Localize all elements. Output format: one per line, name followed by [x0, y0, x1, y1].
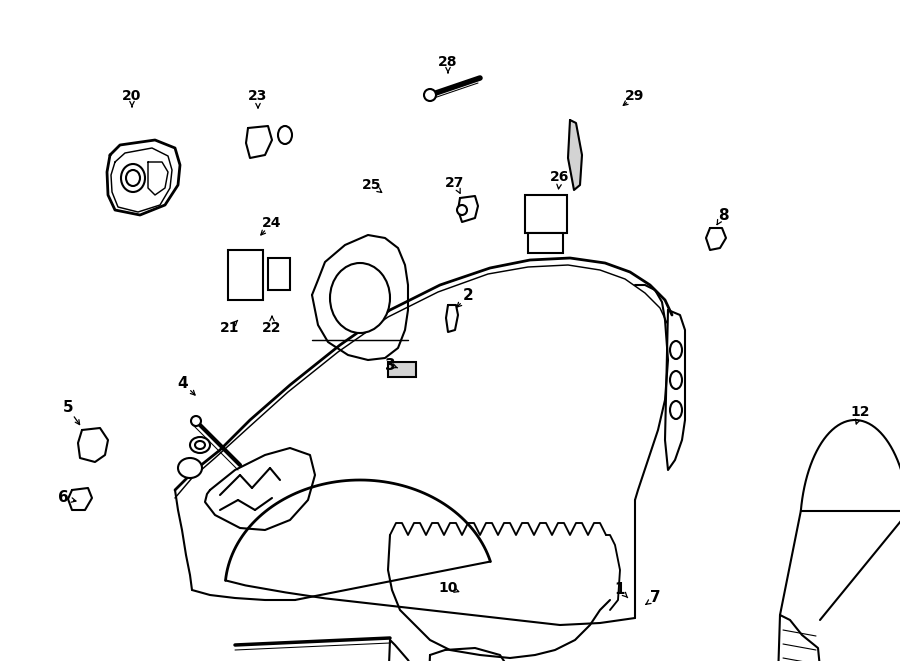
Text: 2: 2	[463, 288, 473, 303]
Text: 3: 3	[384, 358, 395, 373]
Polygon shape	[665, 310, 685, 470]
Ellipse shape	[424, 89, 436, 101]
Polygon shape	[568, 120, 582, 190]
Text: 22: 22	[262, 321, 282, 335]
Ellipse shape	[670, 401, 682, 419]
Text: 27: 27	[446, 176, 464, 190]
FancyBboxPatch shape	[525, 195, 567, 233]
Ellipse shape	[457, 205, 467, 215]
Polygon shape	[446, 305, 458, 332]
Ellipse shape	[195, 441, 205, 449]
Polygon shape	[148, 162, 168, 195]
Text: 5: 5	[63, 401, 73, 416]
Text: 1: 1	[615, 582, 626, 598]
Ellipse shape	[190, 437, 210, 453]
Polygon shape	[778, 615, 820, 661]
Ellipse shape	[178, 458, 202, 478]
Polygon shape	[78, 428, 108, 462]
FancyBboxPatch shape	[268, 258, 290, 290]
Ellipse shape	[191, 416, 201, 426]
Text: 29: 29	[626, 89, 644, 103]
Text: 26: 26	[550, 170, 570, 184]
Polygon shape	[107, 140, 180, 215]
Text: 4: 4	[177, 375, 188, 391]
Polygon shape	[312, 235, 408, 360]
Text: 12: 12	[850, 405, 869, 419]
Ellipse shape	[670, 341, 682, 359]
Text: 10: 10	[438, 581, 458, 595]
Ellipse shape	[670, 371, 682, 389]
Ellipse shape	[121, 164, 145, 192]
Polygon shape	[246, 126, 272, 158]
Text: 6: 6	[58, 490, 68, 506]
Polygon shape	[706, 228, 726, 250]
Ellipse shape	[330, 263, 390, 333]
Ellipse shape	[278, 126, 292, 144]
Text: 23: 23	[248, 89, 267, 103]
Text: 8: 8	[717, 208, 728, 223]
Polygon shape	[205, 448, 315, 530]
Text: 24: 24	[262, 216, 282, 230]
Text: 21: 21	[220, 321, 239, 335]
Text: 28: 28	[438, 55, 458, 69]
Polygon shape	[68, 488, 92, 510]
FancyBboxPatch shape	[228, 250, 263, 300]
Text: 7: 7	[650, 590, 661, 605]
Text: 20: 20	[122, 89, 141, 103]
Polygon shape	[458, 196, 478, 222]
FancyBboxPatch shape	[388, 362, 416, 377]
Ellipse shape	[126, 170, 140, 186]
FancyBboxPatch shape	[528, 233, 563, 253]
Text: 25: 25	[362, 178, 382, 192]
